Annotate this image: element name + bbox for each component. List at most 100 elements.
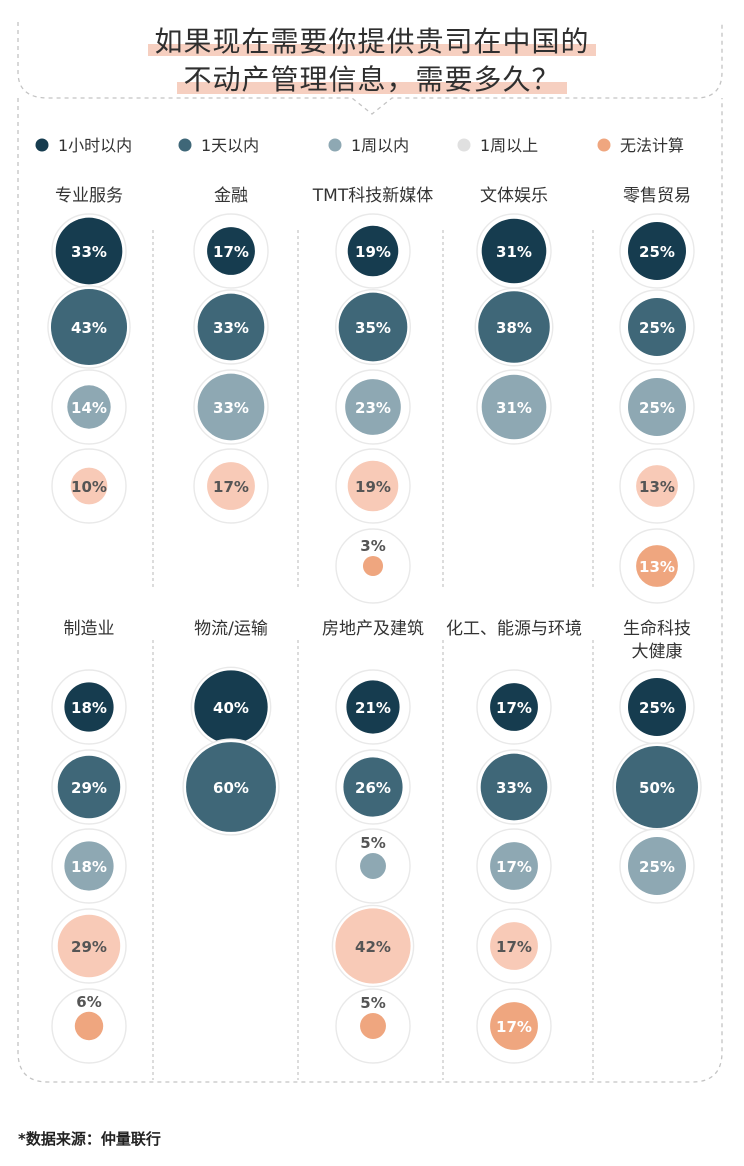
industry-6-bubble-1 — [64, 682, 114, 732]
industry-2-value-label-3: 33% — [213, 399, 249, 417]
industry-1-bubble-2 — [50, 288, 128, 366]
content-frame — [17, 98, 723, 1083]
industry-7-bubble-2 — [186, 742, 276, 832]
industry-6-value-label-1: 18% — [71, 699, 107, 717]
industry-2-name: 金融 — [214, 186, 248, 206]
industry-6-bubble-3 — [64, 841, 114, 891]
industry-4-name: 文体娱乐 — [480, 186, 548, 206]
legend-swatch-3 — [328, 138, 342, 152]
legend-swatch-4 — [457, 138, 471, 152]
industry-8-name: 房地产及建筑 — [322, 619, 424, 639]
industry-3-name: TMT科技新媒体 — [312, 186, 433, 206]
industry-2-value-label-4: 17% — [213, 478, 249, 496]
industry-9-bubble-3 — [490, 842, 538, 890]
industry-7-value-label-1: 40% — [213, 699, 249, 717]
industry-8-value-label-2: 26% — [355, 779, 391, 797]
industry-10-name: 生命科技大健康 — [623, 619, 691, 662]
industry-10-bubble-3 — [628, 837, 686, 895]
legend-label-4: 1周以上 — [480, 136, 538, 155]
industry-7-name: 物流/运输 — [194, 619, 268, 639]
industry-5-bubble-3 — [628, 378, 686, 436]
industry-6-bubble-2 — [57, 755, 121, 819]
industry-3-value-label-4: 19% — [355, 478, 391, 496]
industry-5-bubble-1 — [628, 222, 686, 280]
industry-2-bubble-2 — [197, 293, 265, 361]
industry-9-bubble-2 — [480, 753, 548, 821]
industry-5-value-label-4: 13% — [639, 478, 675, 496]
legend-label-5: 无法计算 — [620, 136, 684, 155]
industry-4-bubble-3 — [481, 374, 547, 440]
industry-5-value-label-5: 13% — [639, 558, 675, 576]
legend-swatch-5 — [597, 138, 611, 152]
industry-8-bubble-5 — [360, 1013, 386, 1039]
industry-9-value-label-4: 17% — [496, 938, 532, 956]
industry-2-value-label-1: 17% — [213, 243, 249, 261]
industry-8-bubble-1 — [346, 680, 400, 734]
industry-3-bubble-1 — [347, 225, 399, 277]
industry-4-bubble-1 — [481, 218, 547, 284]
industry-9-bubble-1 — [490, 683, 538, 731]
industry-1-value-label-2: 43% — [71, 319, 107, 337]
industry-3-value-label-5: 3% — [360, 537, 385, 555]
industry-8-value-label-3: 5% — [360, 834, 385, 852]
chart-title-line-2: 不动产管理信息，需要多久？ — [0, 58, 744, 98]
industry-9-value-label-3: 17% — [496, 858, 532, 876]
industry-5-value-label-1: 25% — [639, 243, 675, 261]
industry-10-bubble-2 — [615, 745, 699, 829]
industry-1-value-label-3: 14% — [71, 399, 107, 417]
industry-8-value-label-1: 21% — [355, 699, 391, 717]
legend-swatch-2 — [178, 138, 192, 152]
industry-3-value-label-3: 23% — [355, 399, 391, 417]
industry-4-value-label-3: 31% — [496, 399, 532, 417]
legend-label-3: 1周以内 — [351, 136, 409, 155]
industry-3-bubble-5 — [362, 555, 384, 577]
industry-5-bubble-2 — [628, 298, 686, 356]
industry-4-value-label-1: 31% — [496, 243, 532, 261]
industry-6-value-label-4: 29% — [71, 938, 107, 956]
industry-10-value-label-1: 25% — [639, 699, 675, 717]
industry-5-name: 零售贸易 — [623, 186, 691, 206]
industry-10-value-label-2: 50% — [639, 779, 675, 797]
industry-6-bubble-5 — [74, 1011, 104, 1041]
industry-7-value-label-2: 60% — [213, 779, 249, 797]
title-frame — [17, 22, 723, 115]
industry-3-bubble-4 — [347, 460, 399, 512]
industry-8-value-label-4: 42% — [355, 938, 391, 956]
industry-4-value-label-2: 38% — [496, 319, 532, 337]
industry-1-bubble-1 — [55, 217, 123, 285]
industry-8-bubble-3 — [360, 853, 386, 879]
industry-8-bubble-4 — [335, 908, 411, 984]
industry-9-value-label-5: 17% — [496, 1018, 532, 1036]
industry-2-value-label-2: 33% — [213, 319, 249, 337]
industry-3-bubble-3 — [345, 379, 401, 435]
industry-1-name: 专业服务 — [55, 186, 123, 206]
industry-1-bubble-4 — [70, 467, 108, 505]
industry-8-value-label-5: 5% — [360, 994, 385, 1012]
industry-10-value-label-3: 25% — [639, 858, 675, 876]
industry-9-value-label-2: 33% — [496, 779, 532, 797]
industry-1-bubble-3 — [67, 385, 111, 429]
industry-9-bubble-4 — [490, 922, 538, 970]
industry-9-bubble-5 — [490, 1002, 538, 1050]
industry-6-name: 制造业 — [64, 619, 115, 639]
industry-9-name: 化工、能源与环境 — [446, 619, 582, 639]
industry-6-value-label-5: 6% — [76, 993, 101, 1011]
industry-8-bubble-2 — [343, 757, 403, 817]
industry-1-value-label-4: 10% — [71, 478, 107, 496]
industry-1-value-label-1: 33% — [71, 243, 107, 261]
legend-label-1: 1小时以内 — [58, 136, 132, 155]
industry-5-bubble-5 — [636, 545, 678, 587]
data-source-note: *数据来源：仲量联行 — [18, 1130, 161, 1148]
industry-5-value-label-3: 25% — [639, 399, 675, 417]
industry-7-bubble-1 — [194, 670, 268, 744]
industry-3-value-label-1: 19% — [355, 243, 391, 261]
legend-swatch-1 — [35, 138, 49, 152]
industry-6-bubble-4 — [57, 914, 121, 978]
industry-10-bubble-1 — [628, 678, 686, 736]
industry-4-bubble-2 — [478, 291, 550, 363]
industry-5-value-label-2: 25% — [639, 319, 675, 337]
industry-2-bubble-4 — [207, 462, 255, 510]
industry-3-value-label-2: 35% — [355, 319, 391, 337]
